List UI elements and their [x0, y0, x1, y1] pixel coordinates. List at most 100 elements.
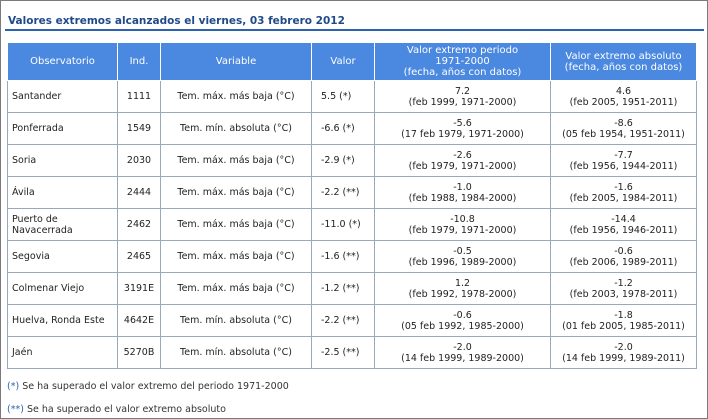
footnote-2-mark: (**)	[7, 404, 24, 415]
cell-valor: -2.5 (**)	[311, 336, 375, 369]
footnote-2-text: Se ha superado el valor extremo absoluto	[26, 404, 226, 415]
cell-periodo: -0.6 (05 feb 1992, 1985-2000)	[374, 304, 551, 337]
cell-periodo: -2.0 (14 feb 1999, 1989-2000)	[374, 336, 551, 369]
cell-periodo: 7.2 (feb 1999, 1971-2000)	[374, 80, 551, 113]
cell-absoluto: -14.4 (feb 1956, 1946-2011)	[550, 208, 697, 241]
footnote-1: (*) Se ha superado el valor extremo del …	[7, 381, 289, 392]
cell-absoluto-date: (05 feb 1954, 1951-2011)	[562, 128, 685, 140]
cell-observatorio: Ponferrada	[7, 112, 118, 145]
cell-periodo-date: (feb 1988, 1984-2000)	[408, 192, 517, 204]
table-row: Ávila 2444 Tem. máx. más baja (°C) -2.2 (**…	[7, 176, 697, 209]
cell-absoluto-date: (feb 2005, 1951-2011)	[569, 96, 678, 108]
cell-periodo-value: 1.2	[454, 277, 471, 289]
table-row: Puerto de Navacerrada 2462 Tem. máx. más b…	[7, 208, 697, 241]
cell-periodo: -5.6 (17 feb 1979, 1971-2000)	[374, 112, 551, 145]
cell-periodo: -10.8 (feb 1979, 1971-2000)	[374, 208, 551, 241]
cell-absoluto: 4.6 (feb 2005, 1951-2011)	[550, 80, 697, 113]
cell-absoluto-value: 4.6	[615, 85, 632, 97]
cell-periodo: -1.0 (feb 1988, 1984-2000)	[374, 176, 551, 209]
cell-periodo-value: -0.6	[453, 309, 472, 321]
cell-absoluto: -8.6 (05 feb 1954, 1951-2011)	[550, 112, 697, 145]
cell-observatorio: Huelva, Ronda Este	[7, 304, 118, 337]
cell-periodo-date: (feb 1979, 1971-2000)	[408, 160, 517, 172]
cell-variable: Tem. máx. más baja (°C)	[160, 272, 312, 305]
header-observatorio: Observatorio	[7, 42, 118, 81]
cell-periodo-date: (14 feb 1999, 1989-2000)	[401, 352, 524, 364]
cell-periodo-date: (feb 1979, 1971-2000)	[408, 224, 517, 236]
cell-absoluto: -2.0 (14 feb 1999, 1989-2011)	[550, 336, 697, 369]
cell-periodo-value: 7.2	[454, 85, 471, 97]
cell-periodo-value: -5.6	[453, 117, 472, 129]
cell-ind: 4642E	[117, 304, 161, 337]
cell-valor: 5.5 (*)	[311, 80, 375, 113]
extremes-table-container: Observatorio Ind. Variable Valor Valor e…	[7, 42, 697, 369]
cell-periodo-value: -2.0	[453, 341, 472, 353]
header-variable: Variable	[160, 42, 312, 81]
cell-valor: -1.6 (**)	[311, 240, 375, 273]
cell-absoluto-value: -7.7	[614, 149, 633, 161]
cell-absoluto-date: (01 feb 2005, 1985-2011)	[562, 320, 685, 332]
cell-absoluto-date: (feb 1956, 1944-2011)	[569, 160, 678, 172]
table-header-row: Observatorio Ind. Variable Valor Valor e…	[7, 42, 697, 81]
cell-absoluto: -1.2 (feb 2003, 1978-2011)	[550, 272, 697, 305]
cell-periodo: 1.2 (feb 1992, 1978-2000)	[374, 272, 551, 305]
cell-ind: 2444	[117, 176, 161, 209]
cell-absoluto-date: (feb 2006, 1989-2011)	[569, 256, 678, 268]
cell-absoluto: -0.6 (feb 2006, 1989-2011)	[550, 240, 697, 273]
cell-absoluto-value: -2.0	[614, 341, 633, 353]
header-absoluto-line1: Valor extremo absoluto	[565, 50, 682, 62]
cell-variable: Tem. mín. absoluta (°C)	[160, 304, 312, 337]
cell-valor: -6.6 (*)	[311, 112, 375, 145]
cell-periodo-date: (05 feb 1992, 1985-2000)	[401, 320, 524, 332]
cell-absoluto-value: -1.2	[614, 277, 633, 289]
table-row: Santander 1111 Tem. máx. más baja (°C) 5.5 …	[7, 80, 697, 113]
header-absoluto: Valor extremo absoluto (fecha, años con …	[550, 42, 697, 81]
cell-observatorio: Ávila	[7, 176, 118, 209]
cell-periodo-value: -10.8	[450, 213, 475, 225]
cell-variable: Tem. máx. más baja (°C)	[160, 240, 312, 273]
table-row: Ponferrada 1549 Tem. mín. absoluta (°C) -6.…	[7, 112, 697, 145]
cell-ind: 2462	[117, 208, 161, 241]
footnote-1-text: Se ha superado el valor extremo del peri…	[22, 381, 289, 392]
header-valor: Valor	[311, 42, 375, 81]
header-ind: Ind.	[117, 42, 161, 81]
cell-absoluto-date: (14 feb 1999, 1989-2011)	[562, 352, 685, 364]
cell-valor: -11.0 (*)	[311, 208, 375, 241]
cell-valor: -2.2 (**)	[311, 176, 375, 209]
footnote-2: (**) Se ha superado el valor extremo abs…	[7, 404, 226, 415]
cell-ind: 1549	[117, 112, 161, 145]
cell-absoluto-value: -1.8	[614, 309, 633, 321]
cell-periodo-date: (feb 1992, 1978-2000)	[408, 288, 517, 300]
header-periodo-line1: Valor extremo periodo	[406, 45, 519, 56]
cell-ind: 5270B	[117, 336, 161, 369]
cell-periodo-value: -0.5	[453, 245, 472, 257]
table-row: Soria 2030 Tem. máx. más baja (°C) -2.9 (*)…	[7, 144, 697, 177]
cell-observatorio: Segovia	[7, 240, 118, 273]
cell-valor: -2.2 (**)	[311, 304, 375, 337]
cell-ind: 1111	[117, 80, 161, 113]
cell-periodo-date: (17 feb 1979, 1971-2000)	[401, 128, 524, 140]
footnote-1-mark: (*)	[7, 381, 20, 392]
cell-observatorio: Jaén	[7, 336, 118, 369]
cell-variable: Tem. mín. absoluta (°C)	[160, 112, 312, 145]
header-periodo-line3: (fecha, años con datos)	[403, 67, 522, 78]
header-absoluto-line2: (fecha, años con datos)	[564, 61, 683, 73]
cell-valor: -1.2 (**)	[311, 272, 375, 305]
cell-observatorio: Santander	[7, 80, 118, 113]
cell-absoluto-date: (feb 1956, 1946-2011)	[569, 224, 678, 236]
table-row: Segovia 2465 Tem. máx. más baja (°C) -1.6 (…	[7, 240, 697, 273]
cell-periodo-date: (feb 1999, 1971-2000)	[408, 96, 517, 108]
cell-valor: -2.9 (*)	[311, 144, 375, 177]
cell-absoluto: -1.8 (01 feb 2005, 1985-2011)	[550, 304, 697, 337]
cell-absoluto: -1.6 (feb 2005, 1984-2011)	[550, 176, 697, 209]
cell-absoluto-date: (feb 2003, 1978-2011)	[569, 288, 678, 300]
page-title: Valores extremos alcanzados el viernes, …	[5, 9, 704, 31]
cell-periodo-date: (feb 1996, 1989-2000)	[408, 256, 517, 268]
cell-periodo-value: -2.6	[453, 149, 472, 161]
cell-absoluto-value: -1.6	[614, 181, 633, 193]
header-periodo-line2: 1971-2000	[435, 56, 490, 67]
extremes-table: Observatorio Ind. Variable Valor Valor e…	[7, 42, 697, 369]
cell-ind: 2030	[117, 144, 161, 177]
cell-ind: 2465	[117, 240, 161, 273]
table-body: Santander 1111 Tem. máx. más baja (°C) 5.5 …	[7, 80, 697, 369]
